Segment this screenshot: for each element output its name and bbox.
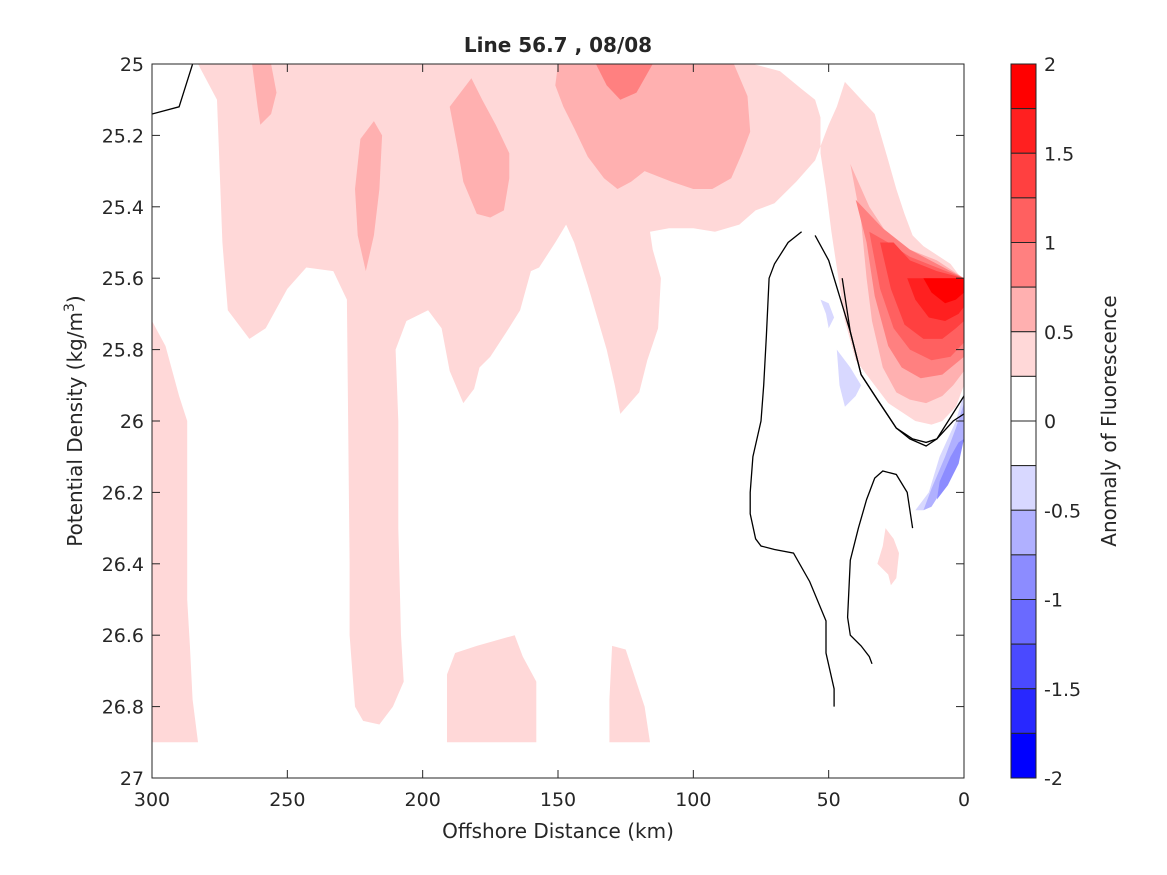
- contour-line-zero-line-nw: [152, 64, 194, 115]
- colorbar-tick-label: 2: [1044, 54, 1056, 76]
- x-axis-ticks: 300 250 200 150 100 50 0: [134, 64, 970, 811]
- contour-region-pos-05-blob-2: [355, 121, 383, 272]
- y-tick-label: 25.2: [102, 125, 144, 147]
- colorbar-level: [1010, 242, 1037, 288]
- colorbar-level: [1010, 63, 1037, 110]
- colorbar-level: [1010, 465, 1037, 511]
- colorbar-level: [1010, 643, 1037, 690]
- contour-line-zero-line-inner: [749, 231, 835, 707]
- contour-region-pos-075-north: [595, 64, 653, 100]
- x-tick-label: 100: [675, 789, 711, 811]
- y-tick-label: 26.6: [102, 625, 144, 647]
- colorbar-level: [1010, 286, 1037, 333]
- y-tick-label: 25.4: [102, 197, 144, 219]
- colorbar-level: [1010, 331, 1037, 377]
- x-tick-label: 200: [405, 789, 441, 811]
- y-tick-label: 26.8: [102, 697, 144, 719]
- x-tick-label: 50: [817, 789, 841, 811]
- y-axis-label: Potential Density (kg/m3): [62, 295, 87, 546]
- contour-region-neg-075-east: [936, 438, 964, 500]
- x-axis-label: Offshore Distance (km): [442, 819, 674, 843]
- colorbar-tick-label: -1: [1044, 590, 1063, 612]
- y-tick-label: 26.4: [102, 554, 144, 576]
- colorbar-tick-label: -0.5: [1044, 500, 1081, 522]
- colorbar-level: [1010, 599, 1037, 645]
- colorbar-level: [1010, 732, 1037, 779]
- colorbar-tick-label: -2: [1044, 768, 1063, 790]
- colorbar-ticks: 2 1.5 1 0.5 0 -0.5 -1 -1.5 -2: [1044, 54, 1081, 790]
- y-tick-label: 26: [120, 411, 144, 433]
- colorbar-label: Anomaly of Fluorescence: [1097, 295, 1121, 546]
- colorbar-frame: [1010, 63, 1037, 779]
- contour-region-neg-025-blob-2: [836, 349, 862, 407]
- x-tick-label: 300: [134, 789, 170, 811]
- colorbar: [1010, 63, 1037, 779]
- contour-line-zero-line-main: [814, 235, 964, 444]
- contour-region-pos-025-main: [198, 64, 964, 725]
- contour-region-pos-05-blob-3: [449, 78, 510, 218]
- y-tick-label: 25.8: [102, 340, 144, 362]
- y-axis-label-superscript: 3: [62, 303, 78, 312]
- y-axis-ticks: 25 25.2 25.4 25.6 25.8 26 26.2 26.4 26.6 26.8 27: [102, 54, 964, 790]
- contour-line-zero-line-east-lower: [846, 470, 914, 665]
- y-tick-label: 25: [120, 54, 144, 76]
- y-tick-label: 27: [120, 768, 144, 790]
- contour-fill-group: [152, 64, 964, 743]
- y-axis-label-main: Potential Density (kg/m: [63, 312, 87, 547]
- contour-region-pos-025-east-blob: [877, 528, 899, 586]
- colorbar-tick-label: -1.5: [1044, 679, 1081, 701]
- contour-region-pos-025-south-blob-1: [447, 635, 537, 743]
- x-tick-label: 0: [958, 789, 970, 811]
- y-tick-label: 26.2: [102, 482, 144, 504]
- contour-line-group: [152, 64, 964, 707]
- colorbar-level: [1010, 420, 1037, 467]
- contour-region-pos-025-south-blob-2: [609, 645, 650, 743]
- contour-region-pos-025-west-band: [152, 321, 198, 743]
- colorbar-level: [1010, 554, 1037, 600]
- colorbar-level: [1010, 108, 1037, 154]
- colorbar-tick-label: 1: [1044, 233, 1056, 255]
- contour-region-pos-05-north: [555, 64, 751, 189]
- colorbar-tick-label: 0.5: [1044, 322, 1074, 344]
- contour-region-pos-05-blob-1: [252, 64, 277, 125]
- x-tick-label: 250: [269, 789, 305, 811]
- colorbar-level: [1010, 688, 1037, 734]
- chart-title: Line 56.7 , 08/08: [464, 33, 652, 57]
- contour-region-neg-025-blob-1: [820, 299, 835, 329]
- colorbar-level: [1010, 375, 1037, 422]
- x-tick-label: 150: [540, 789, 576, 811]
- contour-region-pos-175-east: [923, 278, 964, 304]
- colorbar-level: [1010, 197, 1037, 243]
- colorbar-tick-label: 0: [1044, 411, 1056, 433]
- colorbar-tick-label: 1.5: [1044, 143, 1074, 165]
- colorbar-level: [1010, 152, 1037, 199]
- y-axis-label-end: ): [63, 295, 87, 303]
- y-tick-label: 25.6: [102, 268, 144, 290]
- colorbar-level: [1010, 509, 1037, 556]
